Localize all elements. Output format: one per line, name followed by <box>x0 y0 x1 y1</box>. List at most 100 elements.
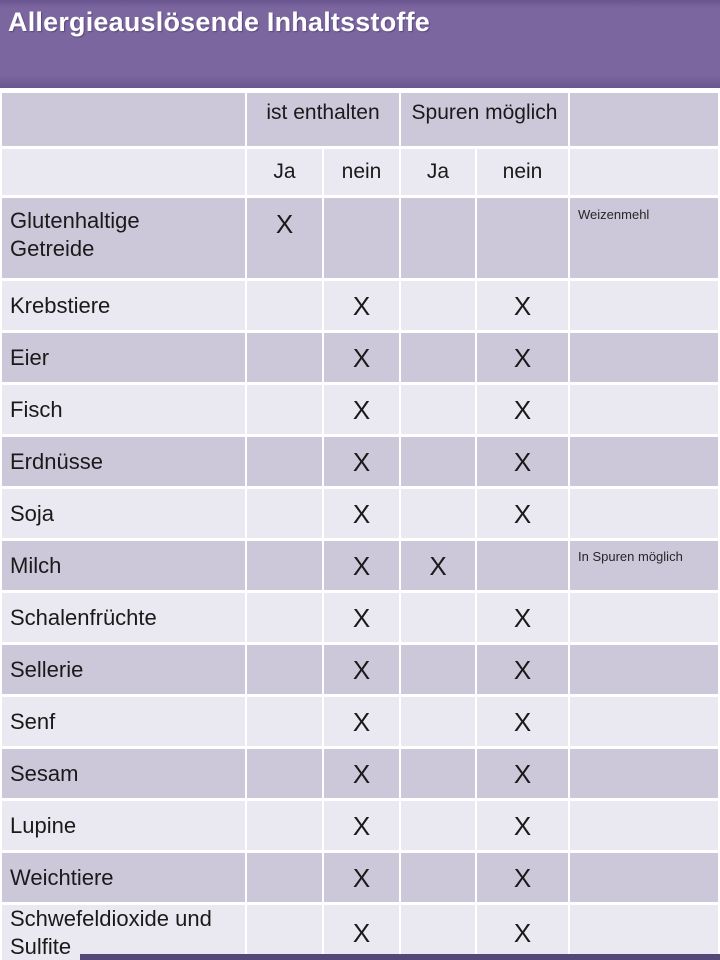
col-group-ist-enthalten: ist enthalten <box>247 93 399 146</box>
col-header-ist-enthalten-nein: nein <box>324 149 399 195</box>
table-row: Soja X X <box>2 489 719 538</box>
title-bar: Allergieauslösende Inhaltsstoffe <box>0 0 720 88</box>
table-row: Lupine X X <box>2 801 719 850</box>
cell-ist-enthalten-ja <box>247 749 322 798</box>
table-row: Weichtiere X X <box>2 853 719 902</box>
cell-ist-enthalten-nein: X <box>324 905 399 960</box>
cell-spuren-ja <box>401 853 475 902</box>
cell-ist-enthalten-ja <box>247 697 322 746</box>
cell-spuren-ja <box>401 333 475 382</box>
allergen-label: Milch <box>2 541 245 590</box>
table-row: Schwefeldioxide und Sulfite X X <box>2 905 719 960</box>
allergen-label: Schwefeldioxide und Sulfite <box>2 905 245 960</box>
allergen-label: Krebstiere <box>2 281 245 330</box>
cell-ist-enthalten-nein: X <box>324 593 399 642</box>
allergen-label: Weichtiere <box>2 853 245 902</box>
table-row: Sesam X X <box>2 749 719 798</box>
cell-ist-enthalten-nein: X <box>324 333 399 382</box>
cell-spuren-nein <box>477 198 569 278</box>
allergen-note <box>570 749 719 798</box>
cell-spuren-nein: X <box>477 593 569 642</box>
cell-ist-enthalten-nein: X <box>324 541 399 590</box>
allergen-note: In Spuren möglich <box>570 541 719 590</box>
allergen-note <box>570 333 719 382</box>
table-row: Erdnüsse X X <box>2 437 719 486</box>
allergen-note <box>570 697 719 746</box>
cell-spuren-ja <box>401 385 475 434</box>
cell-spuren-nein: X <box>477 333 569 382</box>
allergen-note <box>570 437 719 486</box>
cell-spuren-ja: X <box>401 541 475 590</box>
cell-spuren-ja <box>401 645 475 694</box>
cell-ist-enthalten-ja <box>247 853 322 902</box>
allergen-note <box>570 489 719 538</box>
cell-ist-enthalten-nein: X <box>324 385 399 434</box>
cell-ist-enthalten-nein: X <box>324 437 399 486</box>
cell-ist-enthalten-ja <box>247 437 322 486</box>
allergen-label: Soja <box>2 489 245 538</box>
cell-ist-enthalten-ja <box>247 645 322 694</box>
cell-spuren-ja <box>401 593 475 642</box>
allergen-label: Sellerie <box>2 645 245 694</box>
allergen-label: Eier <box>2 333 245 382</box>
table-row: Krebstiere X X <box>2 281 719 330</box>
group-header-empty-right <box>570 93 719 146</box>
cell-ist-enthalten-ja <box>247 333 322 382</box>
allergen-note: Weizenmehl <box>570 198 719 278</box>
allergen-label: Glutenhaltige Getreide <box>2 198 245 278</box>
cell-ist-enthalten-ja <box>247 593 322 642</box>
table-row: Milch X X In Spuren möglich <box>2 541 719 590</box>
col-header-ist-enthalten-ja: Ja <box>247 149 322 195</box>
cell-ist-enthalten-ja <box>247 385 322 434</box>
table-row: Glutenhaltige Getreide X Weizenmehl <box>2 198 719 278</box>
allergen-label: Schalenfrüchte <box>2 593 245 642</box>
group-header-row: ist enthalten Spuren möglich <box>2 93 719 146</box>
table-row: Fisch X X <box>2 385 719 434</box>
cell-spuren-ja <box>401 749 475 798</box>
cell-spuren-ja <box>401 489 475 538</box>
cell-ist-enthalten-nein <box>324 198 399 278</box>
cell-ist-enthalten-nein: X <box>324 749 399 798</box>
cell-ist-enthalten-ja <box>247 281 322 330</box>
page-title: Allergieauslösende Inhaltsstoffe <box>8 7 430 37</box>
group-header-empty-left <box>2 93 245 146</box>
cell-ist-enthalten-nein: X <box>324 853 399 902</box>
cell-ist-enthalten-nein: X <box>324 489 399 538</box>
allergen-table: ist enthalten Spuren möglich Ja nein Ja … <box>0 90 720 960</box>
cell-spuren-nein: X <box>477 437 569 486</box>
allergen-note <box>570 645 719 694</box>
cell-spuren-nein: X <box>477 385 569 434</box>
col-group-spuren-moeglich: Spuren möglich <box>401 93 569 146</box>
cell-spuren-nein: X <box>477 489 569 538</box>
allergen-note <box>570 801 719 850</box>
cell-ist-enthalten-ja <box>247 489 322 538</box>
allergen-table-body: Glutenhaltige Getreide X Weizenmehl Kreb… <box>2 198 719 960</box>
allergen-label: Senf <box>2 697 245 746</box>
sub-header-row: Ja nein Ja nein <box>2 149 719 195</box>
table-row: Schalenfrüchte X X <box>2 593 719 642</box>
cell-ist-enthalten-ja <box>247 801 322 850</box>
allergen-label: Erdnüsse <box>2 437 245 486</box>
cell-ist-enthalten-nein: X <box>324 281 399 330</box>
cell-spuren-nein: X <box>477 905 569 960</box>
cell-ist-enthalten-ja <box>247 541 322 590</box>
allergen-note <box>570 281 719 330</box>
bottom-strip <box>80 954 720 960</box>
allergen-note <box>570 593 719 642</box>
cell-ist-enthalten-nein: X <box>324 645 399 694</box>
cell-ist-enthalten-nein: X <box>324 697 399 746</box>
cell-spuren-nein: X <box>477 853 569 902</box>
cell-spuren-ja <box>401 437 475 486</box>
sub-header-empty-left <box>2 149 245 195</box>
cell-spuren-ja <box>401 198 475 278</box>
table-row: Senf X X <box>2 697 719 746</box>
cell-spuren-ja <box>401 281 475 330</box>
allergen-note <box>570 905 719 960</box>
allergen-label: Sesam <box>2 749 245 798</box>
col-header-spuren-nein: nein <box>477 149 569 195</box>
cell-ist-enthalten-ja <box>247 905 322 960</box>
col-header-spuren-ja: Ja <box>401 149 475 195</box>
cell-spuren-ja <box>401 905 475 960</box>
cell-spuren-ja <box>401 801 475 850</box>
